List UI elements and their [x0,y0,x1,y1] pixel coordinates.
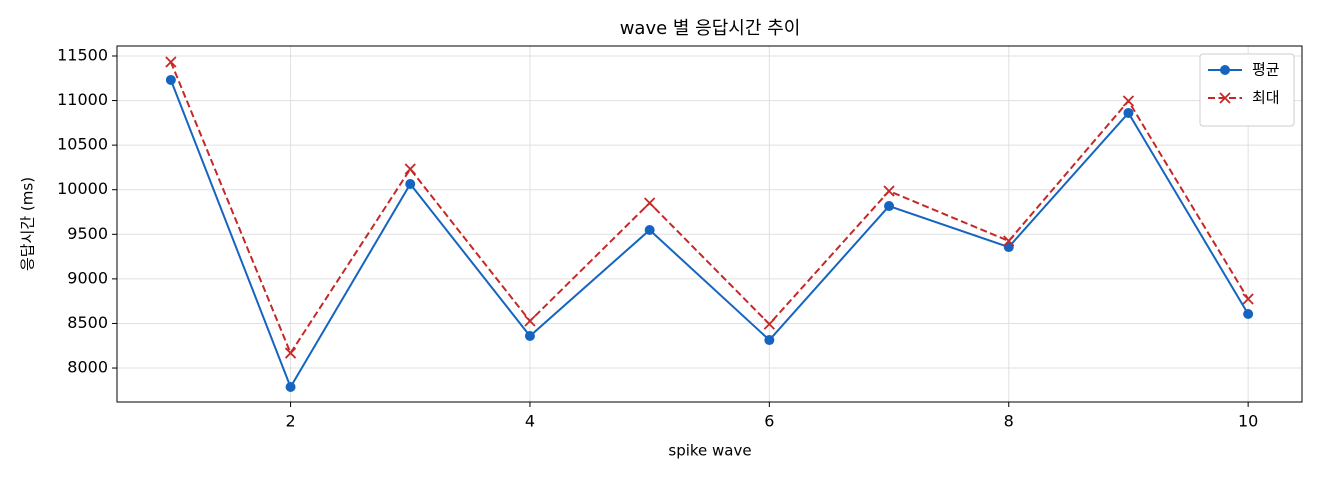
y-tick-label: 9000 [67,268,108,287]
legend-label: 최대 [1252,89,1280,107]
point [1122,95,1135,107]
x-tick-label: 2 [285,412,295,431]
point [644,197,656,209]
x-tick-label: 10 [1238,412,1258,431]
point [1242,293,1254,305]
plot-frame [116,45,1303,403]
point [165,56,177,68]
point [1123,107,1134,118]
point [763,318,775,330]
y-tick-label: 9500 [67,224,108,243]
point [284,347,297,359]
point [404,163,416,175]
point [524,331,535,342]
point [883,185,895,197]
x-axis-label: spike wave [668,442,751,460]
y-tick-label: 10500 [57,135,108,154]
legend-marker [1219,92,1231,104]
y-axis-label: 응답시간 (ms) [19,177,37,271]
point [764,335,775,346]
legend-label: 평균 [1252,61,1280,79]
series-line [169,61,1249,356]
y-tick-label: 11500 [57,45,108,64]
point [405,179,416,190]
point [884,201,895,212]
point [1003,235,1015,247]
series-line [169,79,1249,390]
y-tick-label: 10000 [57,179,108,198]
legend-box [1199,53,1295,127]
x-tick-label: 4 [525,412,535,431]
point [524,315,536,327]
x-tick-label: 8 [1004,412,1014,431]
point [644,225,655,236]
y-tick-label: 8500 [67,313,108,332]
legend-marker [1220,65,1230,75]
point [165,74,176,85]
chart-title: wave 별 응답시간 추이 [620,18,801,39]
y-tick-label: 8000 [67,358,108,377]
y-tick-label: 11000 [57,90,108,109]
x-tick-label: 6 [764,412,774,431]
point [285,382,296,393]
point [1243,309,1254,320]
